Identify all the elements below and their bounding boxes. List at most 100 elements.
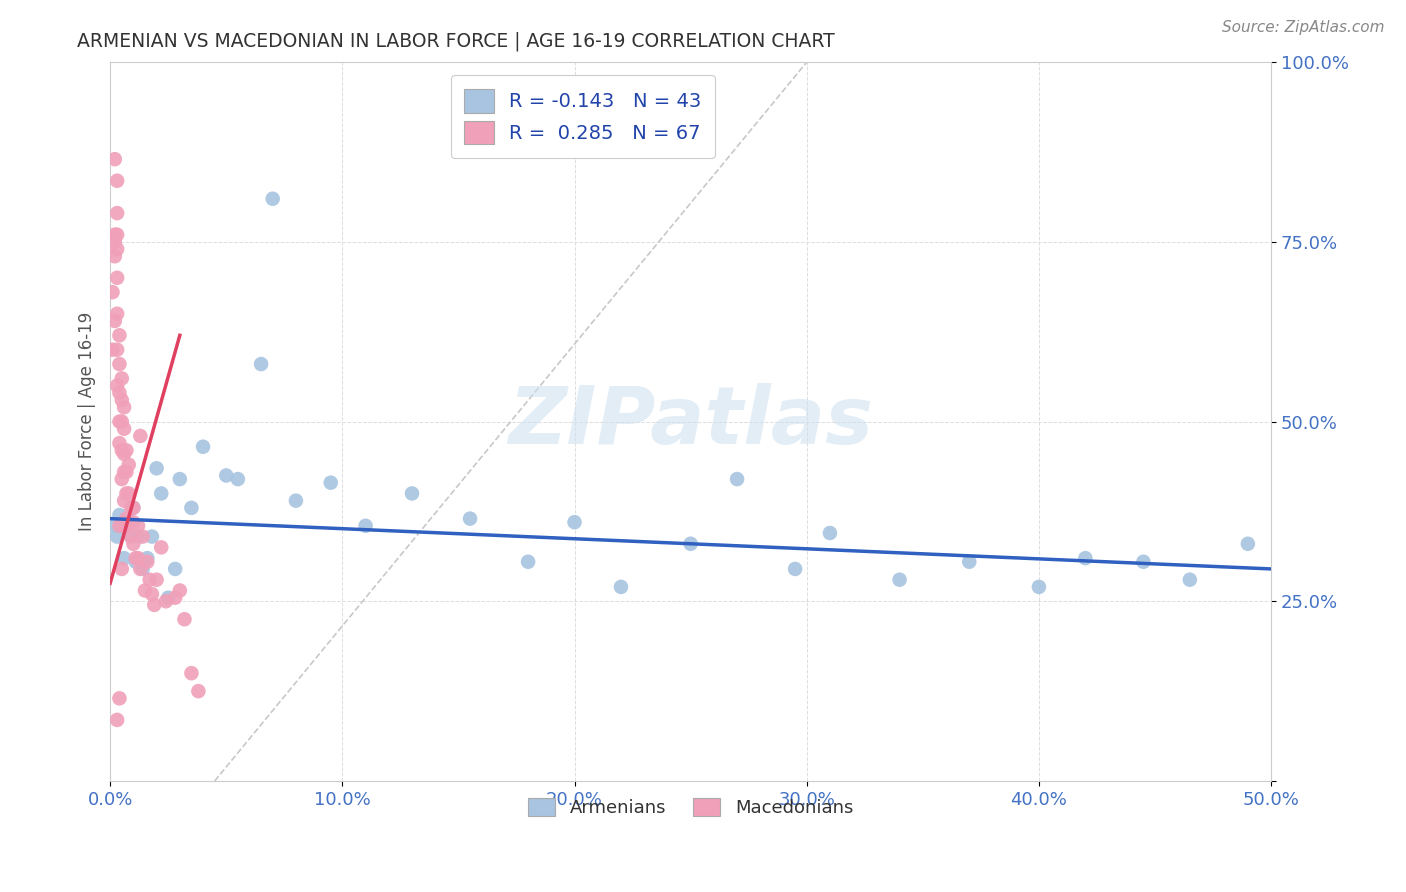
Point bbox=[112, 518, 135, 533]
Point bbox=[136, 551, 159, 566]
Point bbox=[169, 472, 191, 486]
Point bbox=[173, 612, 195, 626]
Legend: Armenians, Macedonians: Armenians, Macedonians bbox=[519, 789, 862, 826]
Point bbox=[401, 486, 423, 500]
Point bbox=[120, 530, 142, 544]
Point bbox=[118, 515, 141, 529]
Point bbox=[108, 691, 131, 706]
Point bbox=[354, 518, 377, 533]
Point bbox=[118, 518, 141, 533]
Point bbox=[610, 580, 633, 594]
Point bbox=[105, 270, 128, 285]
Point bbox=[111, 415, 134, 429]
Point bbox=[111, 443, 134, 458]
Point bbox=[105, 713, 128, 727]
Point bbox=[131, 562, 153, 576]
Point bbox=[141, 587, 163, 601]
Point bbox=[105, 227, 128, 242]
Point bbox=[118, 486, 141, 500]
Point bbox=[108, 385, 131, 400]
Point bbox=[105, 343, 128, 357]
Point bbox=[957, 555, 980, 569]
Point bbox=[105, 174, 128, 188]
Point bbox=[108, 357, 131, 371]
Point bbox=[165, 562, 187, 576]
Point bbox=[112, 493, 135, 508]
Point bbox=[180, 666, 202, 681]
Point bbox=[141, 530, 163, 544]
Point bbox=[215, 468, 238, 483]
Point bbox=[104, 235, 127, 249]
Point bbox=[134, 583, 156, 598]
Point bbox=[145, 461, 167, 475]
Point bbox=[112, 447, 135, 461]
Point bbox=[155, 594, 177, 608]
Point bbox=[122, 500, 145, 515]
Point bbox=[180, 500, 202, 515]
Point bbox=[1178, 573, 1201, 587]
Point bbox=[111, 392, 134, 407]
Point bbox=[108, 508, 131, 522]
Point bbox=[108, 518, 131, 533]
Point bbox=[127, 518, 149, 533]
Point bbox=[725, 472, 748, 486]
Point bbox=[104, 518, 127, 533]
Text: Source: ZipAtlas.com: Source: ZipAtlas.com bbox=[1222, 20, 1385, 35]
Point bbox=[105, 206, 128, 220]
Point bbox=[136, 555, 159, 569]
Point bbox=[112, 465, 135, 479]
Point bbox=[111, 472, 134, 486]
Point bbox=[1237, 537, 1260, 551]
Point bbox=[115, 465, 138, 479]
Point bbox=[104, 227, 127, 242]
Point bbox=[1074, 551, 1097, 566]
Point bbox=[125, 551, 148, 566]
Point bbox=[187, 684, 209, 698]
Text: ARMENIAN VS MACEDONIAN IN LABOR FORCE | AGE 16-19 CORRELATION CHART: ARMENIAN VS MACEDONIAN IN LABOR FORCE | … bbox=[77, 31, 835, 51]
Point bbox=[108, 415, 131, 429]
Point bbox=[157, 591, 180, 605]
Point bbox=[122, 500, 145, 515]
Point bbox=[169, 583, 191, 598]
Point bbox=[104, 314, 127, 328]
Point bbox=[115, 443, 138, 458]
Point bbox=[150, 486, 173, 500]
Point bbox=[517, 555, 540, 569]
Text: ZIPatlas: ZIPatlas bbox=[508, 383, 873, 460]
Point bbox=[120, 500, 142, 515]
Point bbox=[889, 573, 911, 587]
Point bbox=[104, 249, 127, 263]
Point bbox=[150, 541, 173, 555]
Point bbox=[127, 530, 149, 544]
Point bbox=[101, 285, 124, 300]
Point bbox=[679, 537, 702, 551]
Point bbox=[284, 493, 307, 508]
Point bbox=[111, 518, 134, 533]
Point bbox=[108, 328, 131, 343]
Point bbox=[143, 598, 166, 612]
Point bbox=[105, 307, 128, 321]
Point bbox=[138, 573, 160, 587]
Point bbox=[127, 551, 149, 566]
Point bbox=[145, 573, 167, 587]
Point bbox=[131, 530, 153, 544]
Point bbox=[818, 526, 841, 541]
Point bbox=[120, 530, 142, 544]
Point bbox=[112, 400, 135, 414]
Point bbox=[1132, 555, 1154, 569]
Y-axis label: In Labor Force | Age 16-19: In Labor Force | Age 16-19 bbox=[79, 312, 96, 532]
Point bbox=[250, 357, 273, 371]
Point bbox=[165, 591, 187, 605]
Point bbox=[115, 515, 138, 529]
Point bbox=[111, 371, 134, 385]
Point bbox=[129, 429, 152, 443]
Point bbox=[101, 343, 124, 357]
Point bbox=[115, 486, 138, 500]
Point bbox=[105, 242, 128, 256]
Point bbox=[105, 378, 128, 392]
Point bbox=[112, 551, 135, 566]
Point bbox=[104, 152, 127, 166]
Point bbox=[108, 436, 131, 450]
Point bbox=[112, 422, 135, 436]
Point bbox=[319, 475, 342, 490]
